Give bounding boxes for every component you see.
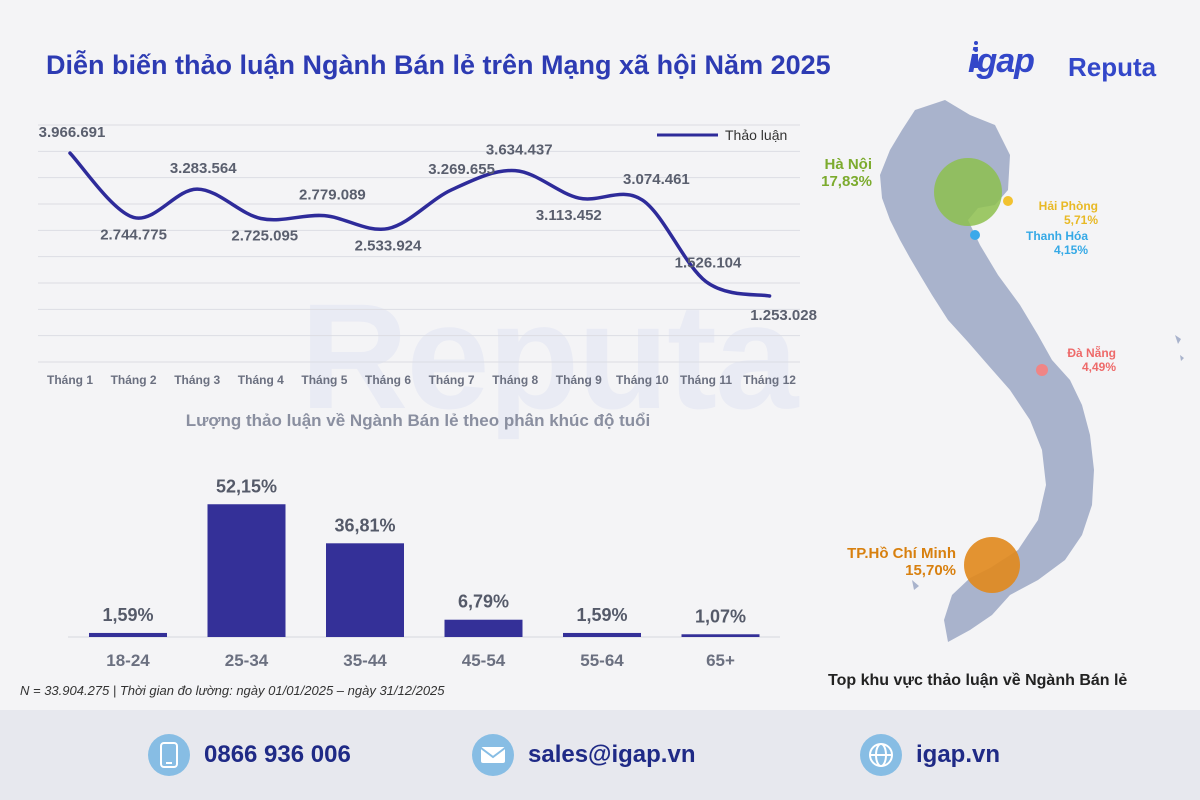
bar-55-64 xyxy=(563,632,641,637)
igap-logo: igap xyxy=(968,42,1035,80)
region-value: 5,71% xyxy=(1063,213,1098,227)
map-bubble-ha-noi xyxy=(934,158,1002,226)
map-bubble-hai-phong xyxy=(1003,196,1013,206)
x-tick-label: Tháng 2 xyxy=(111,373,157,387)
data-label: 1.526.104 xyxy=(675,255,742,272)
bar-35-44 xyxy=(326,543,404,637)
map-label-hcm: TP.Hồ Chí Minh 15,70% xyxy=(810,545,956,579)
region-name: TP.Hồ Chí Minh xyxy=(847,545,956,562)
phone-contact[interactable]: 0866 936 006 xyxy=(148,732,351,778)
bar-value-label: 1,59% xyxy=(576,605,627,625)
globe-icon xyxy=(860,734,902,776)
x-tick-label: Tháng 9 xyxy=(556,373,602,387)
x-tick-label: Tháng 11 xyxy=(680,373,732,387)
data-label: 2.533.924 xyxy=(355,238,422,255)
map-label-da-nang: Đà Nẵng 4,49% xyxy=(1040,346,1116,374)
series-line-thao-luan xyxy=(68,151,772,298)
bar-value-label: 36,81% xyxy=(334,515,395,535)
phone-number: 0866 936 006 xyxy=(204,741,351,768)
x-tick-label: Tháng 6 xyxy=(365,373,411,387)
data-label: 3.113.452 xyxy=(536,207,602,224)
region-name: Đà Nẵng xyxy=(1067,346,1116,360)
vietnam-map xyxy=(880,100,1184,642)
x-tick-label: Tháng 10 xyxy=(616,373,669,387)
bar-value-label: 52,15% xyxy=(216,476,277,496)
region-value: 4,49% xyxy=(1081,360,1116,374)
map-label-ha-noi: Hà Nội 17,83% xyxy=(800,156,872,190)
bar-category-label: 18-24 xyxy=(106,651,150,670)
map-bubble-hcm xyxy=(964,537,1020,593)
x-tick-label: Tháng 8 xyxy=(492,373,538,387)
region-value: 17,83% xyxy=(821,173,872,190)
bar-value-label: 6,79% xyxy=(458,592,509,612)
region-name: Hải Phòng xyxy=(1038,199,1098,213)
map-bubble-thanh-hoa xyxy=(970,230,980,240)
page-title: Diễn biến thảo luận Ngành Bán lẻ trên Mạ… xyxy=(46,50,831,80)
reputa-logo: Reputa xyxy=(1068,52,1157,82)
data-label: 1.253.028 xyxy=(750,307,817,324)
bar-chart-title: Lượng thảo luận về Ngành Bán lẻ theo phâ… xyxy=(186,411,651,430)
footer: 0866 936 006 sales@igap.vn igap.vn xyxy=(0,710,1200,800)
data-label: 2.725.095 xyxy=(231,227,298,244)
legend-label: Thảo luận xyxy=(725,127,787,143)
x-tick-label: Tháng 4 xyxy=(238,373,284,387)
region-value: 4,15% xyxy=(1053,243,1088,257)
bar-chart: Lượng thảo luận về Ngành Bán lẻ theo phâ… xyxy=(68,411,780,670)
footnote: N = 33.904.275 | Thời gian đo lường: ngà… xyxy=(20,683,445,698)
data-label: 3.074.461 xyxy=(623,171,690,188)
region-value: 15,70% xyxy=(905,562,956,579)
x-tick-label: Tháng 5 xyxy=(301,373,347,387)
email-address: sales@igap.vn xyxy=(528,741,696,768)
bar-category-label: 65+ xyxy=(706,651,735,670)
data-label: 2.744.775 xyxy=(100,226,167,243)
igap-logo-mark-icon xyxy=(974,41,978,68)
x-tick-label: Tháng 12 xyxy=(743,373,796,387)
region-name: Thanh Hóa xyxy=(1026,229,1088,243)
data-label: 3.269.655 xyxy=(428,161,495,178)
bar-25-34 xyxy=(207,504,286,637)
map-caption: Top khu vực thảo luận về Ngành Bán lẻ xyxy=(828,672,1128,689)
x-tick-label: Tháng 3 xyxy=(174,373,220,387)
email-icon xyxy=(472,734,514,776)
bar-category-label: 35-44 xyxy=(343,651,387,670)
watermark-text: Reputa xyxy=(300,272,798,440)
data-label: 2.779.089 xyxy=(299,187,366,204)
data-label: 3.966.691 xyxy=(39,124,106,141)
x-tick-label: Tháng 7 xyxy=(429,373,475,387)
data-label: 3.283.564 xyxy=(170,160,237,177)
bar-65+ xyxy=(681,634,760,637)
email-contact[interactable]: sales@igap.vn xyxy=(472,732,695,778)
map-bubble-da-nang xyxy=(1036,364,1048,376)
map-label-hai-phong: Hải Phòng 5,71% xyxy=(1010,199,1098,227)
phone-icon xyxy=(148,734,190,776)
website-contact[interactable]: igap.vn xyxy=(860,732,1000,778)
bar-18-24 xyxy=(89,632,167,637)
data-label: 3.634.437 xyxy=(486,142,553,159)
bar-category-label: 25-34 xyxy=(225,651,269,670)
vietnam-map-shape xyxy=(880,100,1094,642)
bar-45-54 xyxy=(444,619,523,637)
bar-value-label: 1,07% xyxy=(695,606,746,626)
website-url: igap.vn xyxy=(916,741,1001,768)
bar-category-label: 55-64 xyxy=(580,651,624,670)
region-name: Hà Nội xyxy=(824,156,872,173)
bar-category-label: 45-54 xyxy=(462,651,506,670)
line-chart: Tháng 1 Tháng 2 Tháng 3 Tháng 4 Tháng 5 Tháng… xyxy=(38,124,817,387)
bar-value-label: 1,59% xyxy=(102,605,153,625)
x-tick-label: Tháng 1 xyxy=(47,373,93,387)
map-label-thanh-hoa: Thanh Hóa 4,15% xyxy=(980,229,1088,257)
